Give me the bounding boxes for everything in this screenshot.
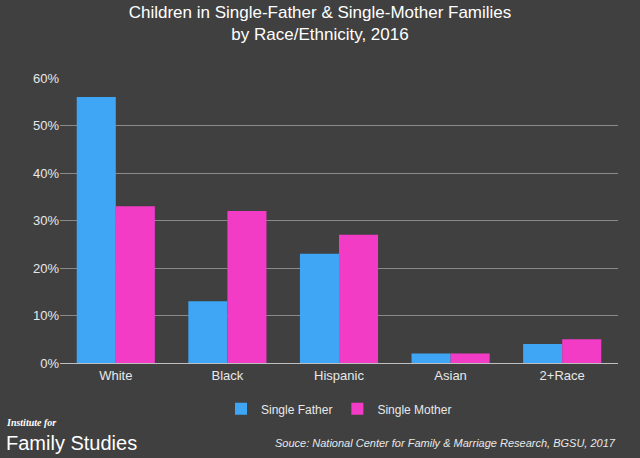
svg-text:Black: Black [212,368,244,383]
svg-text:White: White [99,368,132,383]
svg-text:2+Race: 2+Race [540,368,585,383]
svg-text:Souce: National Center for Fam: Souce: National Center for Family & Marr… [275,437,616,449]
svg-text:40%: 40% [33,166,59,181]
svg-text:Single Father: Single Father [261,403,332,417]
svg-text:0%: 0% [40,356,59,371]
svg-text:Asian: Asian [434,368,467,383]
svg-text:Single Mother: Single Mother [377,403,451,417]
svg-text:Children in Single-Father & Si: Children in Single-Father & Single-Mothe… [129,3,512,44]
svg-text:30%: 30% [33,213,59,228]
svg-text:10%: 10% [33,308,59,323]
svg-text:Family Studies: Family Studies [6,432,137,454]
svg-text:Hispanic: Hispanic [314,368,364,383]
svg-text:Institute for: Institute for [6,417,56,428]
svg-text:50%: 50% [33,118,59,133]
svg-text:60%: 60% [33,71,59,86]
svg-text:20%: 20% [33,261,59,276]
